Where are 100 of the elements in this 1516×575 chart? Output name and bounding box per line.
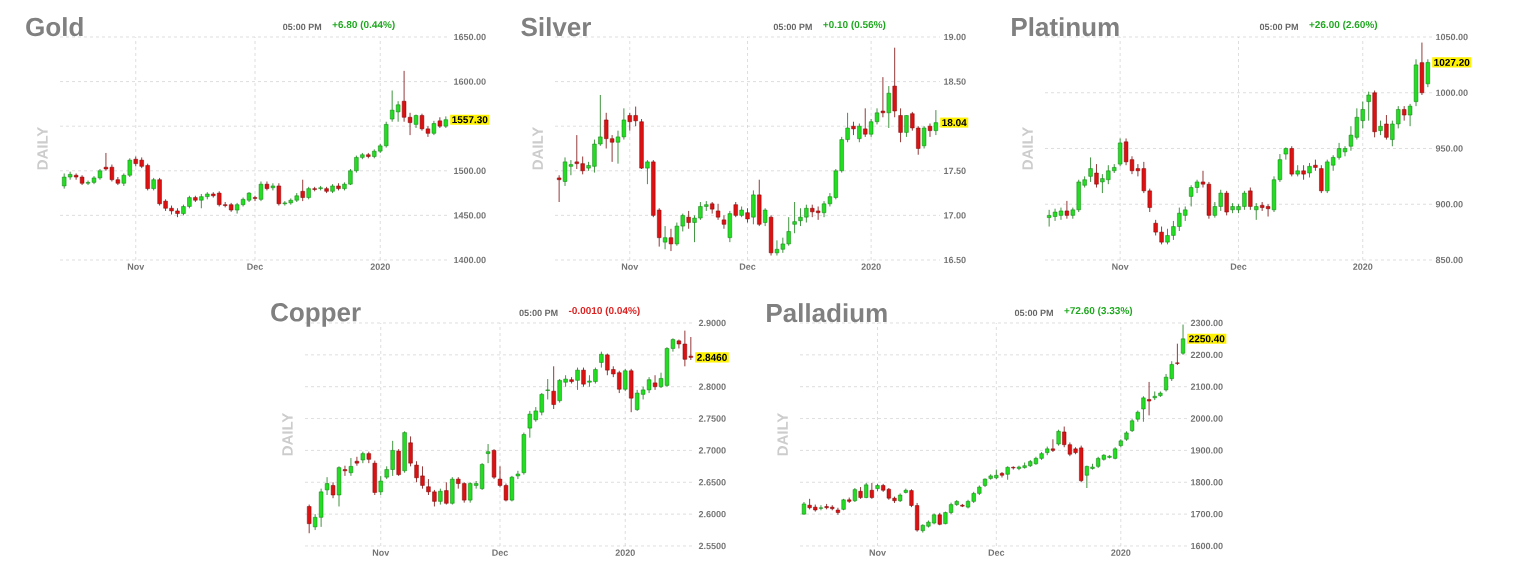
x-tick-label: Nov [1112,263,1129,270]
y-tick-label: 1000.00 [1436,89,1468,96]
y-tick-label: 1500.00 [454,167,486,174]
candlestick [378,475,383,496]
x-tick-label: Nov [621,263,639,270]
candlestick [1147,381,1152,416]
candlestick [668,228,674,252]
candlestick [300,179,305,202]
x-tick-label: Nov [869,549,886,556]
candlestick [715,203,721,221]
y-tick-label: 1050.00 [1436,33,1468,41]
x-tick-label: Dec [988,549,1005,556]
y-tick-label: 1800.00 [1191,479,1223,486]
candlestick [1248,187,1253,211]
text: +72.60 (3.33%) [1064,306,1133,317]
y-tick-label: 1650.00 [454,33,486,41]
candlestick [792,201,797,234]
y-tick-label: 2000.00 [1190,415,1223,422]
candlestick [1064,200,1070,220]
candlestick [515,470,521,480]
y-tick-label: 2100.00 [1190,383,1223,390]
candlestick [721,214,727,230]
text: +6.80 (0.44%) [332,20,395,31]
candlestick [886,85,891,129]
x-tick-label: 2020 [1353,263,1373,270]
y-tick-label: 2.9000 [698,319,726,327]
candlestick [1050,438,1055,453]
candlestick [258,181,264,202]
candlestick [276,182,282,206]
candlestick [1088,157,1093,183]
candlestick [324,476,330,496]
text: 05:00 PM [1014,309,1053,317]
chart-title: Platinum [1012,17,1119,37]
text: 05:00 PM [519,309,558,317]
text: 05:00 PM [283,23,322,31]
y-tick-label: 19.00 [944,33,966,41]
candlestick [545,378,550,400]
candlestick [252,195,258,202]
candlestick [354,456,360,467]
candlestick [869,482,874,500]
x-tick-label: 2020 [615,549,635,556]
text: 2250.40 [1189,335,1225,343]
text: -0.0010 (0.04%) [568,306,640,317]
chart-title: Copper [271,303,361,327]
x-tick-label: Nov [372,549,390,556]
candlestick [270,182,276,191]
candlestick [444,481,449,505]
candlestick [1175,343,1180,366]
y-tick-label: 1700.00 [1191,510,1223,518]
candlestick [1118,138,1123,167]
text: 05:00 PM [1259,23,1298,31]
candlestick [818,504,823,511]
x-tick-label: 2020 [1111,549,1131,556]
candlestick [880,76,886,118]
candlestick [408,436,413,467]
y-tick-label: 850.00 [1435,256,1463,264]
candlestick [348,457,354,477]
text: 18.04 [942,119,967,127]
x-tick-label: Dec [739,263,756,270]
candlestick [835,507,840,516]
text: 1557.30 [452,116,488,124]
candlestick [264,181,270,191]
candlestick [904,115,909,138]
text: 1027.20 [1434,58,1470,66]
candlestick [898,107,903,143]
candlestick [1141,395,1146,423]
candlestick [551,365,556,410]
candlestick [1366,91,1371,122]
y-tick-label: 1900.00 [1191,447,1223,454]
candlestick [556,174,562,203]
y-tick-label: 1400.00 [454,256,486,264]
candlestick [509,475,515,502]
chart-title: Silver [521,17,591,37]
chart-title: Gold [26,17,83,37]
candlestick [485,443,491,464]
candlestick [1094,163,1099,188]
candlestick [645,159,650,185]
y-tick-label: 1600.00 [454,78,486,85]
candlestick [1254,202,1259,221]
text: 05:00 PM [773,23,812,31]
x-tick-label: 2020 [861,263,881,270]
candlestick [307,504,312,534]
x-tick-label: 2020 [370,263,390,270]
candlestick [1180,324,1186,356]
text: 2.8460 [697,353,727,361]
candlestick [1407,103,1413,127]
y-tick-label: 2.8000 [698,383,726,390]
y-tick-label: 2300.00 [1190,319,1223,327]
y-tick-label: 950.00 [1435,145,1463,152]
candlestick [921,125,927,149]
candlestick [575,367,580,391]
y-tick-label: 18.50 [944,78,966,85]
y-tick-label: 2200.00 [1190,351,1223,359]
text: +0.10 (0.56%) [823,20,886,31]
x-tick-label: Dec [492,549,508,556]
y-tick-label: 2.6500 [698,479,726,486]
y-tick-label: 2.7500 [698,415,726,422]
y-tick-label: 1600.00 [1191,542,1223,550]
x-tick-label: Nov [127,263,145,270]
y-tick-label: 2.6000 [698,510,726,518]
